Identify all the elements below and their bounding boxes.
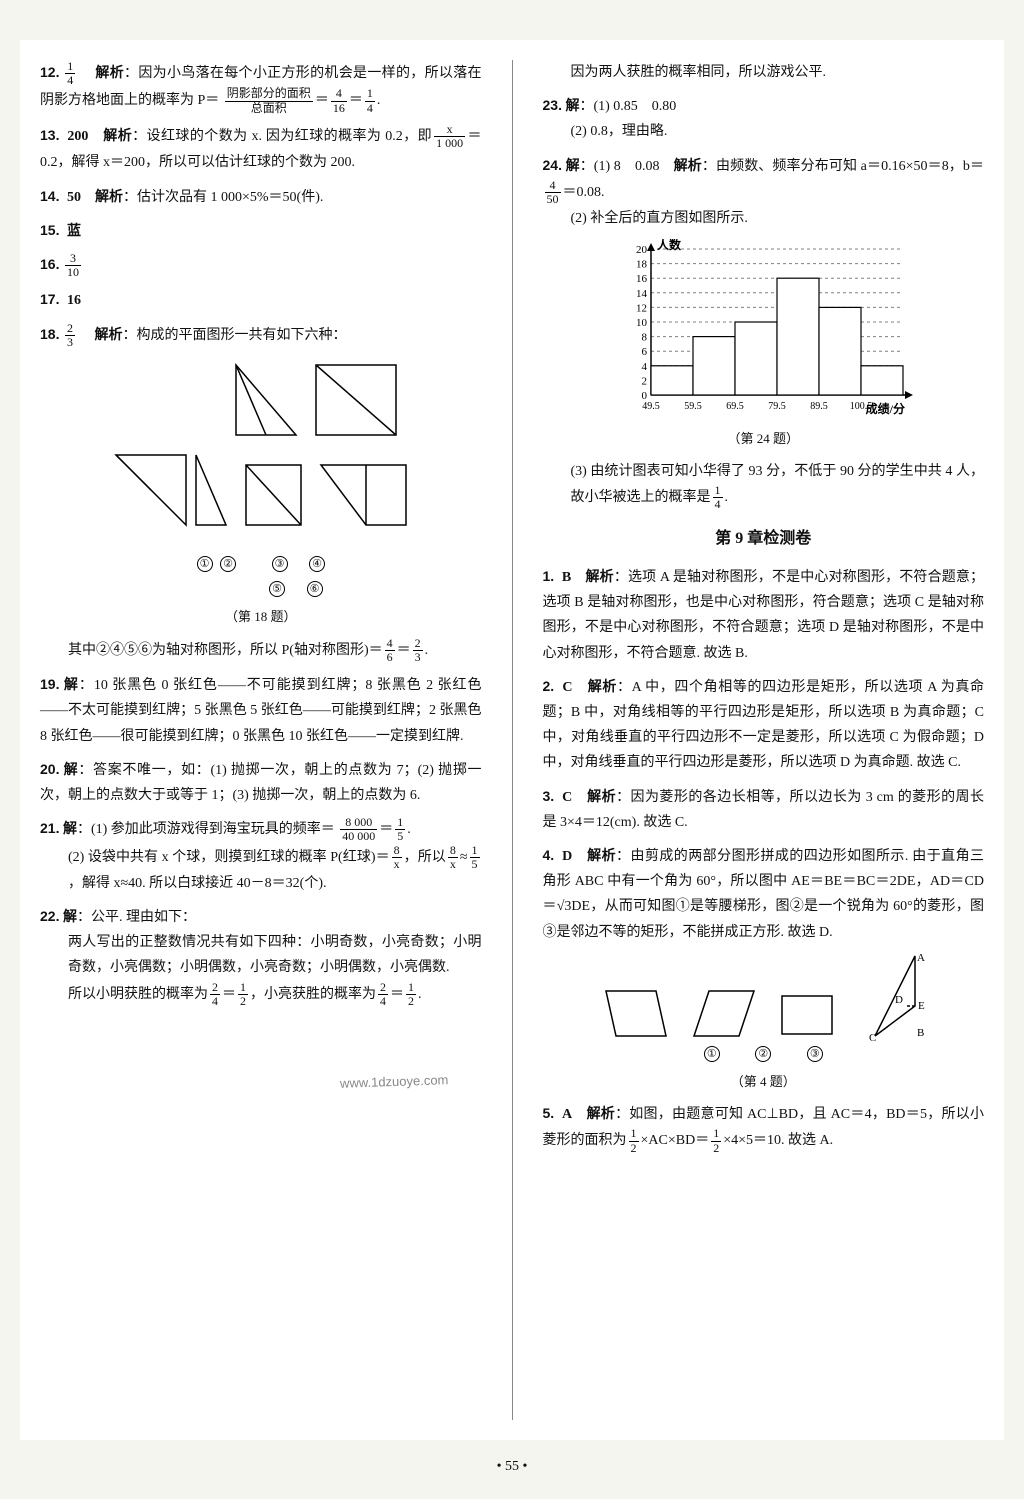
answer-frac: 14 bbox=[65, 60, 75, 87]
q19: 19. 解：10 张黑色 0 张红色——不可能摸到红牌；8 张黑色 2 张红色—… bbox=[40, 672, 482, 749]
r-q4: 4. D 解析：由剪成的两部分图形拼成的四边形如图所示. 由于直角三角形 ABC… bbox=[543, 843, 985, 1093]
q15: 15. 蓝 bbox=[40, 218, 482, 244]
svg-text:4: 4 bbox=[642, 361, 648, 373]
section-title: 第 9 章检测卷 bbox=[543, 525, 985, 554]
svg-text:16: 16 bbox=[636, 274, 648, 286]
q22: 22. 解：公平. 理由如下： 两人写出的正整数情况共有如下四种：小明奇数，小亮… bbox=[40, 904, 482, 1008]
q24-caption: （第 24 题） bbox=[543, 427, 985, 450]
q22-cont: 因为两人获胜的概率相同，所以游戏公平. bbox=[543, 60, 985, 85]
label: 解析 bbox=[95, 66, 124, 81]
q14: 14. 50 解析：估计次品有 1 000×5%＝50(件). bbox=[40, 184, 482, 210]
r-q2: 2. C 解析：A 中，四个角相等的四边形是矩形，所以选项 A 为真命题；B 中… bbox=[543, 674, 985, 776]
q-number: 12. bbox=[40, 64, 59, 80]
svg-text:2: 2 bbox=[642, 376, 648, 388]
q4-shapes: A B C D E bbox=[543, 951, 985, 1041]
page-number: • 55 • bbox=[20, 1454, 1004, 1479]
svg-text:A: A bbox=[917, 952, 925, 964]
q23: 23. 解：(1) 0.85 0.80 (2) 0.8，理由略. bbox=[543, 93, 985, 144]
svg-text:79.5: 79.5 bbox=[769, 401, 787, 412]
r-q5: 5. A 解析：如图，由题意可知 AC⊥BD，且 AC＝4，BD＝5，所以小菱形… bbox=[543, 1101, 985, 1155]
q18: 18. 23 解析：构成的平面图形一共有如下六种： bbox=[40, 322, 482, 665]
svg-text:人数: 人数 bbox=[657, 239, 682, 252]
svg-text:8: 8 bbox=[642, 332, 648, 344]
svg-text:14: 14 bbox=[636, 288, 648, 300]
q24: 24. 解：(1) 8 0.08 解析：由频数、频率分布可知 a＝0.16×50… bbox=[543, 153, 985, 512]
r-q3: 3. C 解析：因为菱形的各边长相等，所以边长为 3 cm 的菱形的周长是 3×… bbox=[543, 784, 985, 835]
shape-labels: ① ② ③ ④ ⑤ ⑥ bbox=[40, 551, 482, 601]
watermark: www.1dzuoye.com bbox=[340, 1068, 449, 1095]
svg-text:59.5: 59.5 bbox=[685, 401, 703, 412]
q17: 17. 16 bbox=[40, 287, 482, 313]
r-q1: 1. B 解析：选项 A 是轴对称图形，不是中心对称图形，不符合题意；选项 B … bbox=[543, 564, 985, 666]
svg-text:B: B bbox=[917, 1027, 924, 1039]
right-column: 因为两人获胜的概率相同，所以游戏公平. 23. 解：(1) 0.85 0.80 … bbox=[533, 60, 995, 1420]
frac: 阴影部分的面积总面积 bbox=[225, 87, 313, 114]
q12: 12. 14 解析：因为小鸟落在每个小正方形的机会是一样的，所以落在阴影方格地面… bbox=[40, 60, 482, 115]
q21: 21. 解：(1) 参加此项游戏得到海宝玩具的频率＝ 8 00040 000＝1… bbox=[40, 816, 482, 896]
svg-text:D: D bbox=[895, 994, 903, 1006]
svg-text:20: 20 bbox=[636, 244, 648, 256]
svg-text:成绩/分: 成绩/分 bbox=[866, 401, 905, 416]
svg-text:6: 6 bbox=[642, 347, 648, 359]
histogram-chart: 2468101214161820049.559.569.579.589.5100… bbox=[613, 239, 913, 419]
q4-caption: （第 4 题） bbox=[543, 1070, 985, 1093]
svg-text:69.5: 69.5 bbox=[727, 401, 745, 412]
q18-caption: （第 18 题） bbox=[40, 605, 482, 628]
page: 12. 14 解析：因为小鸟落在每个小正方形的机会是一样的，所以落在阴影方格地面… bbox=[20, 40, 1004, 1440]
svg-text:89.5: 89.5 bbox=[811, 401, 829, 412]
q13: 13. 200 解析：设红球的个数为 x. 因为红球的概率为 0.2，即x1 0… bbox=[40, 123, 482, 176]
q20: 20. 解：答案不唯一，如：(1) 抛掷一次，朝上的点数为 7；(2) 抛掷一次… bbox=[40, 757, 482, 808]
left-column: 12. 14 解析：因为小鸟落在每个小正方形的机会是一样的，所以落在阴影方格地面… bbox=[30, 60, 492, 1420]
column-divider bbox=[512, 60, 513, 1420]
shapes-svg bbox=[96, 355, 426, 545]
svg-text:49.5: 49.5 bbox=[643, 401, 661, 412]
svg-text:C: C bbox=[869, 1032, 876, 1041]
q18-shapes bbox=[40, 355, 482, 545]
q16: 16. 310 bbox=[40, 252, 482, 279]
svg-text:18: 18 bbox=[636, 259, 648, 271]
svg-text:10: 10 bbox=[636, 317, 648, 329]
svg-text:12: 12 bbox=[636, 303, 647, 315]
svg-text:E: E bbox=[918, 1000, 925, 1012]
